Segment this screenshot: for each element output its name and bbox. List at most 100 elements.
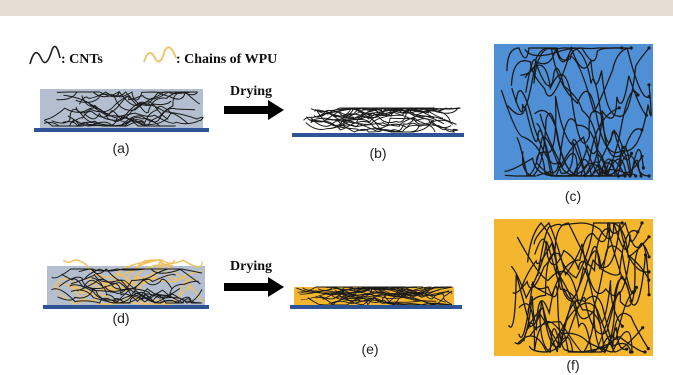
arrow-head-bottom: [268, 277, 284, 297]
strand-end: [636, 93, 640, 97]
strand: [520, 241, 632, 354]
strand-end: [629, 46, 633, 50]
strand: [92, 268, 201, 285]
wpu-legend-label: : Chains of WPU: [176, 52, 277, 67]
strand: [534, 221, 650, 295]
cnt-network-e: [296, 286, 453, 306]
strand: [314, 107, 453, 115]
arrow-head-top: [268, 100, 284, 120]
panel-b: (b): [292, 106, 464, 161]
strand-end: [647, 46, 651, 50]
strand: [78, 268, 192, 304]
strand: [83, 268, 203, 280]
cnt-network-a: [43, 90, 204, 127]
strand: [51, 273, 176, 304]
label-b: (b): [369, 145, 386, 161]
strand-end: [647, 293, 651, 297]
panel-a: (a): [34, 89, 209, 156]
strand: [310, 109, 425, 126]
strand: [331, 107, 457, 125]
strand-end: [634, 285, 639, 289]
strand-end: [617, 106, 621, 110]
strand: [517, 302, 644, 353]
strand: [326, 106, 448, 118]
strand: [75, 91, 191, 114]
strand: [297, 291, 422, 306]
strand: [524, 47, 650, 98]
strand: [337, 290, 453, 302]
cnt-network-b: [303, 106, 461, 133]
strand: [516, 223, 650, 305]
strand: [537, 243, 650, 349]
strand: [504, 152, 626, 177]
strand-end: [621, 146, 625, 150]
strand: [51, 268, 173, 291]
wpu-legend-icon: [143, 46, 177, 63]
strand-end: [620, 221, 624, 225]
strand-end: [620, 324, 624, 328]
strand: [63, 94, 201, 125]
strand: [330, 117, 459, 131]
strand-end: [640, 154, 644, 158]
strand-end: [647, 174, 651, 178]
panel-c: (c): [494, 44, 653, 204]
legend: : CNTs : Chains of WPU: [29, 45, 277, 67]
strand: [44, 100, 172, 121]
strand: [81, 91, 198, 127]
strand: [52, 264, 174, 295]
label-a: (a): [112, 140, 129, 156]
strand-end: [641, 326, 645, 330]
strand: [338, 286, 453, 295]
strand: [510, 241, 623, 327]
strand: [511, 47, 624, 148]
strand: [91, 277, 202, 304]
cnt-network-d: [51, 268, 203, 304]
strand: [57, 285, 185, 304]
strand: [527, 245, 638, 353]
strand-end: [639, 174, 643, 178]
strand-end: [630, 350, 634, 354]
strand: [533, 221, 650, 297]
strand-end: [641, 166, 646, 170]
strand: [526, 222, 632, 354]
strand-end: [620, 46, 624, 50]
strand: [529, 321, 646, 353]
strand: [91, 259, 203, 303]
strand: [78, 90, 198, 114]
strand: [330, 288, 437, 302]
substrate-d: [43, 305, 209, 309]
cnt-network-f: [507, 221, 651, 354]
strand: [500, 89, 620, 177]
drying-arrow-top: Drying: [224, 84, 284, 120]
strand: [528, 295, 649, 353]
cnt-legend-label: : CNTs: [61, 52, 103, 67]
strand-end: [634, 174, 638, 178]
strand: [51, 108, 176, 127]
strand: [89, 103, 204, 126]
arrow-shaft-bottom: [224, 283, 269, 291]
strand-end: [623, 174, 627, 178]
substrate-b: [292, 133, 464, 137]
drying-label-top: Drying: [230, 84, 272, 99]
top-band: [0, 0, 673, 16]
strand: [57, 259, 160, 301]
strand: [307, 286, 423, 306]
cnt-network-c: [500, 45, 652, 179]
strand: [335, 289, 439, 299]
label-e: (e): [361, 341, 378, 357]
panel-e: (e): [290, 286, 462, 357]
wpu-chains-d: [52, 259, 203, 306]
strand: [76, 278, 196, 305]
strand-end: [640, 221, 644, 225]
panel-f: (f): [494, 219, 653, 373]
drying-label-bottom: Drying: [230, 259, 272, 274]
strand: [58, 268, 169, 294]
strand: [56, 90, 169, 120]
strand: [506, 47, 622, 72]
substrate-e: [290, 305, 462, 309]
substrate-a: [34, 128, 209, 132]
strand-end: [647, 235, 651, 239]
strand-end: [625, 347, 629, 351]
strand: [510, 47, 632, 114]
